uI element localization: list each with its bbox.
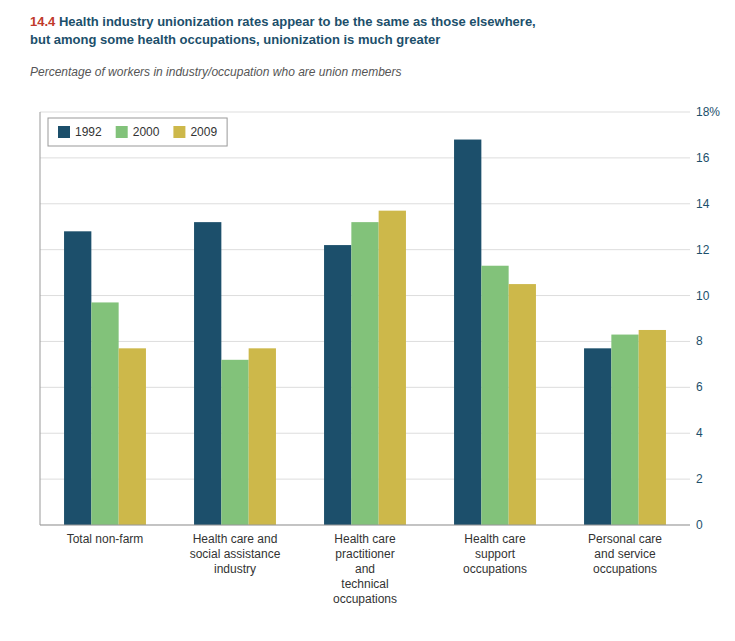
y-tick-label: 12: [696, 243, 710, 257]
bar: [611, 335, 638, 525]
bar: [509, 284, 536, 525]
legend-label: 2000: [133, 125, 160, 139]
x-tick-label-line: and service: [594, 547, 656, 561]
x-tick-label: Personal careand serviceoccupations: [588, 532, 662, 576]
x-tick-label-line: support: [475, 547, 516, 561]
bar: [249, 348, 276, 525]
y-tick-label: 6: [696, 380, 703, 394]
grid-line: [40, 525, 690, 526]
title: 14.4 Health industry unionization rates …: [30, 14, 536, 47]
x-tick-label-line: Total non-farm: [67, 532, 144, 546]
grid-line: [40, 203, 690, 204]
bars: [64, 140, 666, 525]
legend: 1992 2000 2009: [48, 118, 227, 146]
series: [91, 222, 638, 525]
bar: [481, 266, 508, 525]
y-tick-label: 18%: [696, 105, 720, 119]
x-tick-label-line: Personal care: [588, 532, 662, 546]
series: [119, 211, 666, 525]
legend-swatch: [116, 126, 128, 138]
y-tick-label: 0: [696, 518, 703, 532]
x-tick-label-line: industry: [214, 562, 256, 576]
y-tick-label: 10: [696, 289, 710, 303]
x-tick-label-line: practitioner: [335, 547, 394, 561]
bar: [324, 245, 351, 525]
bar: [221, 360, 248, 525]
bar: [351, 222, 378, 525]
bar: [454, 140, 481, 525]
bar: [194, 222, 221, 525]
x-tick-label-line: technical: [341, 577, 388, 591]
grid-line: [40, 112, 690, 113]
background: [0, 0, 735, 641]
x-tick-label: Health carepractitionerandtechnicaloccup…: [333, 532, 397, 606]
x-axis-line: [40, 525, 690, 526]
bar: [119, 348, 146, 525]
x-tick-label: Total non-farm: [67, 532, 144, 546]
bar: [64, 231, 91, 525]
bar: [379, 211, 406, 525]
title-number: 14.4: [30, 14, 56, 29]
x-tick-labels: Total non-farmHealth care andsocial assi…: [67, 532, 663, 606]
grid-line: [40, 157, 690, 158]
legend-swatch: [58, 126, 70, 138]
bar: [91, 302, 118, 525]
x-tick-label-line: Health care: [334, 532, 396, 546]
x-tick-label-line: Health care: [464, 532, 526, 546]
x-tick-label-line: occupations: [463, 562, 527, 576]
legend-label: 2009: [190, 125, 217, 139]
x-tick-label: Health care andsocial assistanceindustry: [190, 532, 281, 576]
legend-label: 1992: [75, 125, 102, 139]
title-text: Health industry unionization rates appea…: [55, 14, 535, 29]
legend-frame: [48, 118, 227, 146]
chart-container: 14.4 Health industry unionization rates …: [0, 0, 735, 641]
y-tick-label: 14: [696, 197, 710, 211]
title-line: 14.4 Health industry unionization rates …: [30, 14, 536, 29]
x-tick-label-line: occupations: [333, 592, 397, 606]
y-axis-line: [40, 112, 41, 525]
series: [64, 140, 611, 525]
x-tick-label-line: Health care and: [193, 532, 278, 546]
y-tick-label: 16: [696, 151, 710, 165]
y-tick-label: 8: [696, 334, 703, 348]
y-tick-labels: 0 2 4 6 8 10 12 14 16 18%: [696, 105, 720, 532]
subtitle: Percentage of workers in industry/occupa…: [30, 65, 402, 79]
y-tick-label: 4: [696, 426, 703, 440]
x-tick-label-line: occupations: [593, 562, 657, 576]
bar: [639, 330, 666, 525]
bar: [584, 348, 611, 525]
y-tick-label: 2: [696, 472, 703, 486]
legend-swatch: [173, 126, 185, 138]
x-tick-label-line: social assistance: [190, 547, 281, 561]
x-tick-label-line: and: [355, 562, 375, 576]
title-line: but among some health occupations, union…: [30, 32, 440, 47]
x-tick-label: Health caresupportoccupations: [463, 532, 527, 576]
chart: 14.4 Health industry unionization rates …: [0, 0, 735, 641]
grid: [40, 112, 690, 525]
